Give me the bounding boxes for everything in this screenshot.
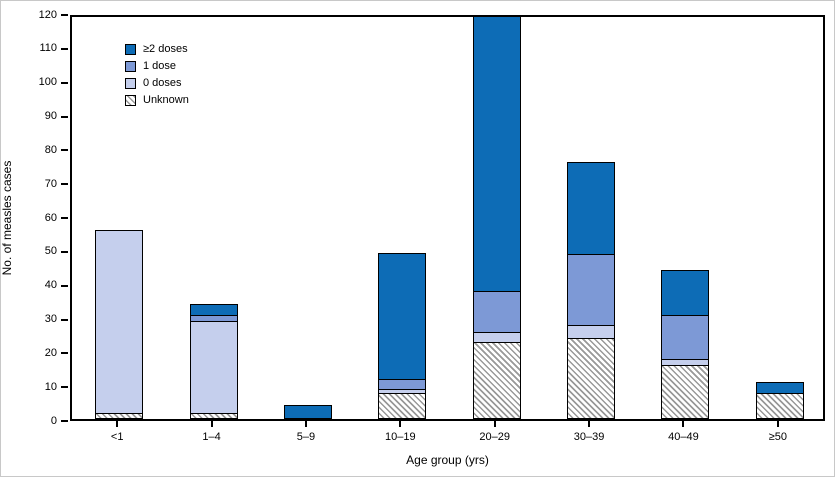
y-tick-label: 30	[44, 313, 57, 325]
x-tick-label: 5–9	[296, 431, 316, 443]
bar-slot	[638, 17, 732, 419]
legend-row: Unknown	[125, 94, 189, 106]
x-axis-title: Age group (yrs)	[406, 453, 489, 467]
legend-swatch	[125, 94, 136, 106]
y-tick-mark	[61, 47, 68, 50]
bar-segment	[189, 320, 238, 414]
legend-label: ≥2 doses	[143, 43, 188, 55]
stacked-bar	[661, 270, 710, 419]
legend-swatch	[125, 60, 136, 72]
y-tick-mark	[61, 14, 68, 16]
y-axis-ticks: 0 10 20 30 40 50 60 70 80 90 100 110 120	[1, 9, 68, 426]
x-tick-mark	[116, 421, 119, 427]
y-tick-mark	[61, 318, 68, 321]
stacked-bar	[378, 253, 427, 419]
bar-slot	[355, 17, 449, 419]
stacked-bar	[567, 161, 616, 419]
bar-segment	[95, 229, 144, 414]
stacked-bar	[189, 303, 238, 419]
x-tick-mark	[588, 421, 591, 427]
bar-segment	[661, 270, 710, 316]
bar-segment	[567, 324, 616, 340]
bar-segment	[567, 337, 616, 419]
bar-segment	[567, 253, 616, 326]
legend-label: 0 doses	[143, 77, 182, 89]
legend-swatch	[125, 43, 136, 55]
y-tick-label: 0	[50, 414, 57, 427]
legend-row: ≥2 doses	[125, 43, 189, 55]
x-tick-mark	[493, 421, 496, 427]
x-tick-label: ≥50	[768, 431, 787, 443]
bar-segment	[661, 364, 710, 419]
bar-slot	[544, 17, 638, 419]
bar-segment	[378, 391, 427, 419]
y-tick-mark	[61, 386, 68, 389]
bar-segment	[378, 253, 427, 380]
bar-slot	[733, 17, 827, 419]
x-tick-label: 30–39	[573, 431, 605, 443]
y-tick-mark	[61, 115, 68, 118]
y-tick-label: 20	[44, 346, 57, 359]
bar-slot	[261, 17, 355, 419]
bar-segment	[472, 341, 521, 419]
bar-slot	[72, 17, 166, 419]
x-tick-mark	[682, 421, 685, 427]
y-tick-mark	[61, 250, 68, 253]
y-tick-mark	[61, 284, 68, 287]
bar-segment	[472, 290, 521, 333]
y-tick-label: 10	[44, 380, 57, 393]
bar-slot	[450, 16, 544, 419]
bar-segment	[472, 331, 521, 343]
legend: ≥2 doses 1 dose 0 doses Unknown	[125, 43, 189, 106]
y-tick-mark	[61, 217, 68, 219]
x-tick-label: 10–19	[385, 431, 416, 443]
y-tick-mark	[61, 352, 68, 355]
plot-area: ≥2 doses 1 dose 0 doses Unknown	[70, 15, 825, 421]
x-tick-label: 1–4	[202, 431, 221, 443]
y-tick-label: 40	[44, 279, 57, 292]
y-tick-label: 100	[38, 76, 57, 89]
x-tick-label: 40–49	[668, 431, 699, 443]
bar-segment	[472, 16, 521, 293]
x-tick-mark	[304, 421, 307, 427]
bar-segment	[283, 405, 332, 419]
bar-segment	[189, 303, 238, 316]
x-tick-mark	[776, 421, 779, 427]
y-tick-mark	[61, 149, 68, 152]
stacked-bar	[472, 16, 521, 419]
bar-slot	[166, 17, 260, 419]
y-tick-label: 110	[39, 42, 57, 55]
bar-segment	[378, 378, 427, 391]
bar-segment	[755, 391, 804, 419]
x-tick-mark	[210, 421, 213, 427]
legend-swatch	[125, 77, 136, 89]
bar-segment	[661, 314, 710, 360]
y-tick-label: 90	[44, 110, 57, 122]
x-tick-mark	[399, 421, 402, 427]
y-tick-label: 80	[44, 143, 57, 156]
stacked-bar	[95, 229, 144, 419]
y-tick-mark	[61, 81, 68, 84]
legend-label: Unknown	[143, 94, 189, 106]
legend-row: 1 dose	[125, 60, 189, 72]
y-tick-label: 60	[44, 211, 57, 224]
y-tick-label: 70	[44, 177, 57, 190]
stacked-bar	[283, 405, 332, 419]
y-tick-label: 50	[44, 245, 57, 258]
y-tick-mark	[61, 420, 68, 422]
bar-segment	[755, 381, 804, 394]
y-tick-mark	[61, 183, 68, 186]
legend-label: 1 dose	[143, 60, 177, 72]
x-tick-label: 20–29	[479, 431, 510, 443]
x-tick-label: <1	[110, 431, 124, 443]
y-tick-label: 120	[38, 8, 57, 21]
legend-row: 0 doses	[125, 77, 189, 89]
bar-segment	[567, 161, 616, 255]
stacked-bar	[755, 381, 804, 419]
